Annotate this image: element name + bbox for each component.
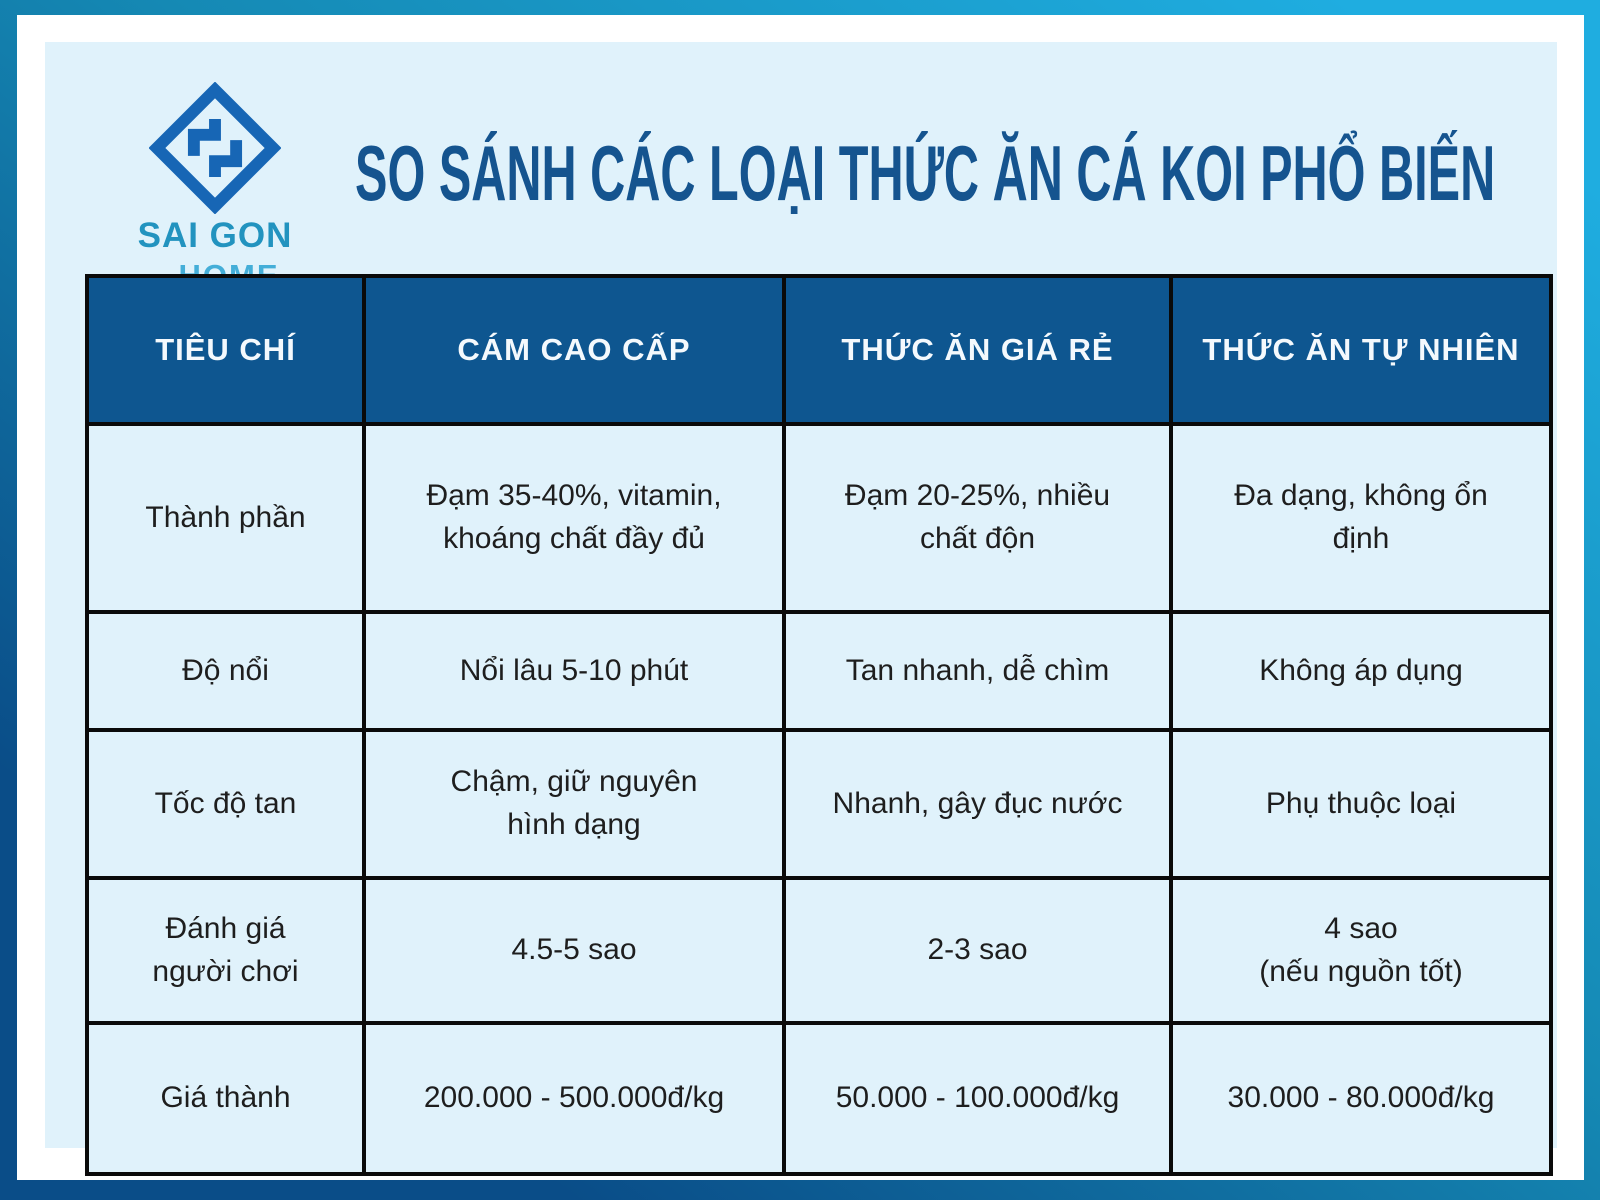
table-cell: Chậm, giữ nguyên hình dạng <box>362 728 786 880</box>
row-label: Giá thành <box>85 1021 366 1176</box>
header-row: TIÊU CHÍ CÁM CAO CẤP THỨC ĂN GIÁ RẺ THỨC… <box>85 274 1553 426</box>
column-header-criteria: TIÊU CHÍ <box>85 274 366 426</box>
column-header-natural: THỨC ĂN TỰ NHIÊN <box>1169 274 1553 426</box>
column-header-cheap: THỨC ĂN GIÁ RẺ <box>782 274 1173 426</box>
logo-text-saigon: SAI GON <box>137 216 293 255</box>
table-cell: 200.000 - 500.000đ/kg <box>362 1021 786 1176</box>
table-cell: Đạm 20-25%, nhiều chất độn <box>782 422 1173 614</box>
table-cell: Nổi lâu 5-10 phút <box>362 610 786 732</box>
table-cell: 4.5-5 sao <box>362 876 786 1025</box>
page-title-wrap: SO SÁNH CÁC LOẠI THỨC ĂN CÁ KOI PHỔ BIẾN <box>335 128 1515 218</box>
column-header-premium: CÁM CAO CẤP <box>362 274 786 426</box>
table-row-do-noi: Độ nổi Nổi lâu 5-10 phút Tan nhanh, dễ c… <box>85 610 1553 732</box>
logo: SAI GON HOME <box>105 82 325 293</box>
table-row-gia-thanh: Giá thành 200.000 - 500.000đ/kg 50.000 -… <box>85 1021 1553 1176</box>
table-cell: Phụ thuộc loại <box>1169 728 1553 880</box>
table-cell: Tan nhanh, dễ chìm <box>782 610 1173 732</box>
table-cell: 30.000 - 80.000đ/kg <box>1169 1021 1553 1176</box>
table-cell: Đa dạng, không ổn định <box>1169 422 1553 614</box>
row-label: Đánh giá người chơi <box>85 876 366 1025</box>
table-cell: 2-3 sao <box>782 876 1173 1025</box>
table-cell: Đạm 35-40%, vitamin, khoáng chất đầy đủ <box>362 422 786 614</box>
table-cell: 4 sao (nếu nguồn tốt) <box>1169 876 1553 1025</box>
diamond-logo-icon <box>149 82 281 214</box>
row-label: Độ nổi <box>85 610 366 732</box>
page-title: SO SÁNH CÁC LOẠI THỨC ĂN CÁ KOI PHỔ BIẾN <box>354 129 1496 217</box>
comparison-table: TIÊU CHÍ CÁM CAO CẤP THỨC ĂN GIÁ RẺ THỨC… <box>85 274 1553 1176</box>
table-row-danh-gia: Đánh giá người chơi 4.5-5 sao 2-3 sao 4 … <box>85 876 1553 1025</box>
infographic-card: SAI GON HOME SO SÁNH CÁC LOẠI THỨC ĂN CÁ… <box>45 42 1557 1176</box>
table-row-toc-do-tan: Tốc độ tan Chậm, giữ nguyên hình dạng Nh… <box>85 728 1553 880</box>
row-label: Tốc độ tan <box>85 728 366 880</box>
white-mat: SAI GON HOME SO SÁNH CÁC LOẠI THỨC ĂN CÁ… <box>17 15 1584 1180</box>
table-row-thanh-phan: Thành phần Đạm 35-40%, vitamin, khoáng c… <box>85 422 1553 614</box>
table-cell: Không áp dụng <box>1169 610 1553 732</box>
row-label: Thành phần <box>85 422 366 614</box>
table-cell: Nhanh, gây đục nước <box>782 728 1173 880</box>
table-cell: 50.000 - 100.000đ/kg <box>782 1021 1173 1176</box>
